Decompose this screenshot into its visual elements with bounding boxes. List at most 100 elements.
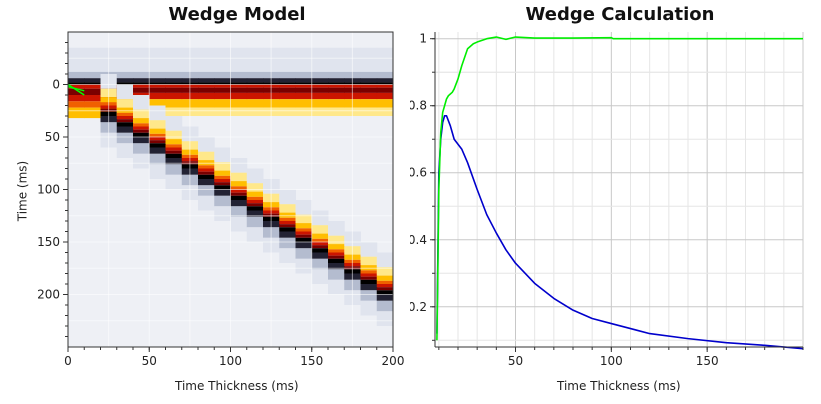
line-chart-x-tick-label: 50	[508, 354, 523, 368]
wedge-model-xlabel: Time Thickness (ms)	[175, 379, 299, 393]
trace-band	[295, 92, 313, 100]
trace-band	[165, 147, 183, 151]
trace-band	[68, 95, 85, 102]
trace-band	[295, 231, 313, 235]
trace-band	[246, 216, 264, 228]
trace-band	[295, 71, 313, 79]
trace-band	[149, 153, 166, 165]
trace-band	[230, 78, 248, 83]
trace-band	[246, 210, 264, 217]
trace-band	[149, 143, 166, 148]
trace-band	[230, 206, 248, 217]
trace-band	[376, 82, 394, 85]
trace-band	[279, 221, 296, 225]
trace-band	[246, 92, 264, 100]
trace-band	[198, 179, 215, 186]
trace-band	[133, 47, 150, 72]
trace-band	[214, 147, 231, 163]
trace-band	[116, 82, 134, 85]
trace-band	[68, 78, 85, 83]
trace-band	[311, 210, 329, 226]
trace-band	[133, 71, 150, 79]
trace-band	[328, 82, 345, 85]
trace-band	[68, 84, 85, 89]
trace-band	[214, 84, 231, 88]
trace-band	[311, 269, 329, 284]
trace-band	[246, 203, 264, 207]
heatmap-gridlines	[67, 31, 394, 348]
trace-band	[246, 84, 264, 88]
trace-band	[360, 99, 378, 108]
trace-band	[133, 84, 150, 88]
trace-band	[360, 256, 378, 266]
trace-band	[149, 47, 166, 72]
trace-band	[133, 109, 150, 119]
trace-band	[133, 123, 150, 127]
trace-band	[328, 84, 345, 88]
trace-band	[149, 87, 166, 93]
trace-band	[246, 206, 264, 211]
trace-band	[360, 265, 378, 271]
trace-band	[133, 82, 150, 85]
trace-band	[246, 227, 264, 242]
trace-band	[376, 99, 394, 108]
trace-band	[360, 87, 378, 93]
trace-band	[311, 225, 329, 234]
line-series-1	[436, 36, 803, 341]
trace-band	[279, 78, 296, 83]
trace-band	[311, 82, 329, 85]
trace-band	[376, 71, 394, 79]
trace-band	[295, 47, 313, 72]
trace-band	[376, 47, 394, 72]
trace-band	[133, 137, 150, 144]
wedge-calculation-title: Wedge Calculation	[525, 4, 715, 25]
heatmap-x-tick-label: 0	[64, 354, 72, 368]
trace-band	[84, 84, 101, 89]
trace-band	[311, 233, 329, 239]
trace-band	[279, 47, 296, 72]
trace-band	[198, 168, 215, 172]
trace-band	[116, 116, 134, 120]
heatmap-x-tick-label: 150	[300, 354, 323, 368]
trace-band	[295, 214, 313, 224]
trace-band	[214, 107, 231, 116]
line-chart-background	[435, 32, 803, 347]
trace-band	[198, 165, 215, 169]
trace-band	[360, 92, 378, 100]
trace-band	[376, 87, 394, 93]
trace-band	[328, 252, 345, 256]
trace-band	[328, 269, 345, 280]
trace-band	[279, 99, 296, 108]
trace-band	[68, 101, 85, 108]
trace-band	[68, 88, 85, 95]
trace-band	[376, 107, 394, 116]
trace-band	[133, 78, 150, 83]
trace-band	[360, 82, 378, 85]
trace-band	[246, 82, 264, 85]
trace-band	[360, 270, 378, 274]
trace-band	[133, 153, 150, 169]
trace-band	[198, 185, 215, 196]
trace-band	[230, 158, 248, 173]
trace-band	[230, 189, 248, 193]
trace-band	[133, 126, 150, 130]
trace-band	[311, 99, 329, 108]
line-chart-y-tick-label: 0.4	[410, 233, 427, 247]
line-chart-y-tick-label: 0.6	[410, 166, 427, 180]
trace-band	[198, 174, 215, 179]
trace-band	[311, 238, 329, 242]
trace-band	[279, 189, 296, 205]
line-chart-x-tick-label: 150	[696, 354, 719, 368]
trace-band	[230, 107, 248, 116]
trace-band	[376, 92, 394, 100]
trace-band	[198, 82, 215, 85]
trace-band	[295, 234, 313, 238]
trace-band	[165, 99, 183, 108]
heatmap-y-tick-label: 200	[37, 288, 60, 302]
trace-band	[198, 78, 215, 83]
trace-band	[214, 78, 231, 83]
trace-band	[198, 151, 215, 161]
wedge-model-chart: 0 50 100 150 200 0 50 100 150 200	[37, 31, 404, 368]
trace-band	[84, 82, 101, 85]
trace-band	[133, 87, 150, 93]
